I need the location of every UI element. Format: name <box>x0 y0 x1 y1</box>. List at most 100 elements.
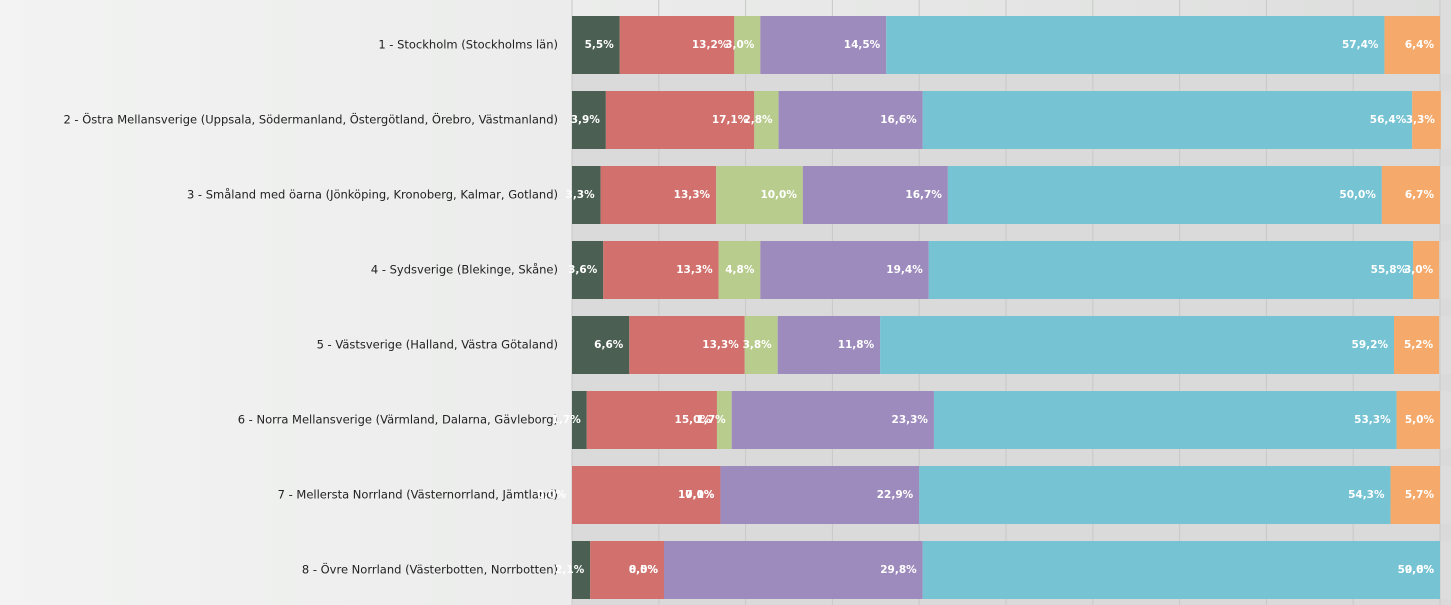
row-stripe <box>572 224 1451 241</box>
bar-segment <box>744 316 778 374</box>
bar-segment <box>1413 241 1440 299</box>
bar-segment <box>1412 91 1441 149</box>
y-tick-label: 8 - Övre Norrland (Västerbotten, Norrbot… <box>302 561 558 577</box>
value-label: 54,3% <box>1348 489 1385 501</box>
bar-segment <box>603 241 719 299</box>
value-label: 0,0% <box>685 489 715 501</box>
row-stripe <box>572 449 1451 466</box>
value-label: 3,6% <box>568 264 598 276</box>
bar-segment <box>572 466 721 524</box>
value-label: 13,3% <box>674 189 711 201</box>
value-label: 15,0% <box>675 414 712 426</box>
row-stripe <box>572 74 1451 91</box>
y-tick-label: 4 - Sydsverige (Blekinge, Skåne) <box>371 263 558 277</box>
bar-segment <box>590 541 665 599</box>
bar-segment <box>778 91 923 149</box>
bar-segment <box>605 91 755 149</box>
bar-segment <box>664 541 923 599</box>
value-label: 16,6% <box>880 114 917 126</box>
bar-segment <box>880 316 1394 374</box>
row-stripe <box>572 149 1451 166</box>
y-tick-label: 1 - Stockholm (Stockholms län) <box>378 38 558 52</box>
bar-segment <box>572 91 606 149</box>
value-label: 56,4% <box>1370 114 1407 126</box>
bar-segment <box>716 391 732 449</box>
bar-segment <box>586 391 717 449</box>
value-label: 5,5% <box>585 39 615 51</box>
value-label: 29,8% <box>880 564 917 576</box>
value-label: 2,8% <box>743 114 773 126</box>
bar-segment <box>922 541 1440 599</box>
bar-segment <box>802 166 948 224</box>
value-label: 0,0% <box>629 564 659 576</box>
row-stripe <box>572 599 1451 605</box>
value-label: 55,8% <box>1371 264 1408 276</box>
value-label: 59,2% <box>1352 339 1389 351</box>
value-label: 19,4% <box>886 264 923 276</box>
y-tick-label: 3 - Småland med öarna (Jönköping, Kronob… <box>187 188 558 202</box>
bar-segment <box>1381 166 1440 224</box>
bar-segment <box>716 166 803 224</box>
value-label: 16,7% <box>905 189 942 201</box>
value-label: 3,0% <box>1404 264 1434 276</box>
bar-segment <box>919 466 1391 524</box>
value-label: 13,2% <box>692 39 729 51</box>
bar-segment <box>629 316 745 374</box>
row-stripe <box>572 299 1451 316</box>
value-label: 13,3% <box>676 264 713 276</box>
bar-segment <box>572 541 591 599</box>
value-label: 5,7% <box>1405 489 1435 501</box>
bar-segment <box>1384 16 1440 74</box>
value-label: 14,5% <box>844 39 881 51</box>
bar-segment <box>928 241 1414 299</box>
value-label: 3,9% <box>571 114 601 126</box>
y-tick-label: 5 - Västsverige (Halland, Västra Götalan… <box>317 338 558 352</box>
value-label: 17,1% <box>712 114 749 126</box>
bar-segment <box>1393 316 1440 374</box>
value-label: 10,0% <box>760 189 797 201</box>
value-label: 1,7% <box>552 414 582 426</box>
value-label: 53,3% <box>1354 414 1391 426</box>
value-label: 4,8% <box>725 264 755 276</box>
value-label: 6,6% <box>594 339 624 351</box>
row-stripe <box>572 374 1451 391</box>
value-label: 8,5% <box>629 564 659 576</box>
bar-segment <box>1390 466 1440 524</box>
bar-segment <box>886 16 1385 74</box>
bar-segment <box>731 391 934 449</box>
y-tick-label: 7 - Mellersta Norrland (Västernorrland, … <box>278 488 558 502</box>
y-tick-label: 6 - Norra Mellansverige (Värmland, Dalar… <box>238 413 558 427</box>
value-label: 22,9% <box>877 489 914 501</box>
value-label: 57,4% <box>1342 39 1379 51</box>
bar-segment <box>734 16 761 74</box>
value-label: 11,8% <box>838 339 875 351</box>
row-stripe <box>572 524 1451 541</box>
bar-segment <box>922 91 1413 149</box>
value-label: 5,0% <box>1405 414 1435 426</box>
value-label: 3,0% <box>725 39 755 51</box>
bar-segment <box>572 391 587 449</box>
bar-segment <box>777 316 881 374</box>
value-label: 3,8% <box>743 339 773 351</box>
bar-segment <box>720 466 920 524</box>
value-label: 5,2% <box>1404 339 1434 351</box>
bar-segment <box>760 16 887 74</box>
value-label: 6,4% <box>1405 39 1435 51</box>
bar-segment <box>600 166 717 224</box>
value-label: 0,0% <box>1405 564 1435 576</box>
value-label: 0,0% <box>537 489 567 501</box>
bar-segment <box>718 241 761 299</box>
bar-segment <box>572 16 620 74</box>
value-label: 6,7% <box>1405 189 1435 201</box>
bar-segment <box>572 316 630 374</box>
bar-segment <box>572 241 604 299</box>
bar-segment <box>572 166 601 224</box>
y-tick-label: 2 - Östra Mellansverige (Uppsala, Söderm… <box>63 111 558 127</box>
bar-segment <box>947 166 1382 224</box>
value-label: 17,1% <box>678 489 715 501</box>
value-label: 50,0% <box>1339 189 1376 201</box>
value-label: 59,6% <box>1398 564 1435 576</box>
bar-segment <box>754 91 779 149</box>
value-label: 13,3% <box>702 339 739 351</box>
